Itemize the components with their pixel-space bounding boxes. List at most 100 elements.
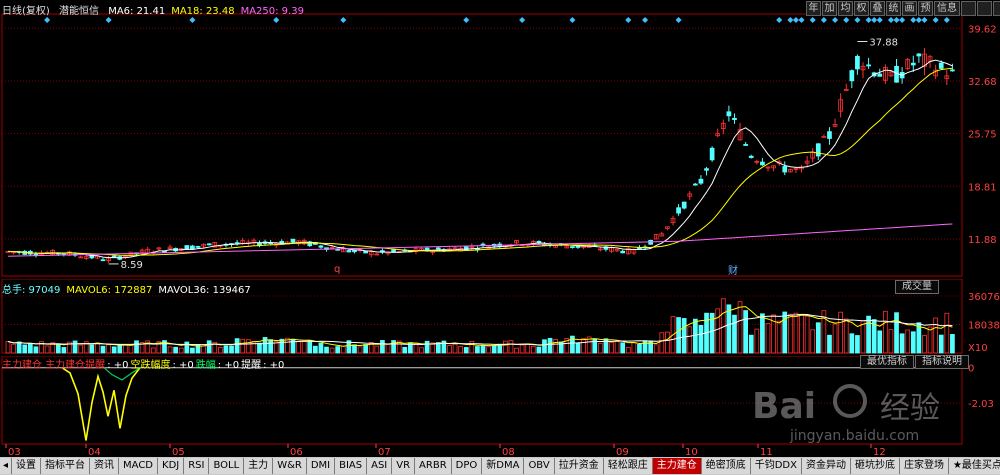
volume-bar bbox=[765, 323, 771, 354]
candle-body bbox=[564, 245, 570, 249]
toolbar-button-2[interactable]: 均 bbox=[838, 1, 853, 16]
stock-name[interactable]: 潜能恒信 bbox=[59, 6, 99, 17]
signal-diamond bbox=[44, 17, 51, 23]
signal-diamond bbox=[876, 17, 883, 23]
volume-panel: 总手: 97049 MAVOL6: 172887 MAVOL36: 139467 成… bbox=[0, 279, 1000, 356]
volume-bar bbox=[743, 310, 749, 354]
toolbar-button-4[interactable]: 叠 bbox=[870, 1, 885, 16]
price-annotation: 37.88 bbox=[869, 37, 898, 48]
volume-bar bbox=[357, 346, 363, 354]
indicator-legend-item-1: : +0 bbox=[107, 360, 129, 371]
tab-22[interactable]: 资金异动 bbox=[801, 458, 851, 474]
candle-body bbox=[665, 226, 670, 229]
candle-body bbox=[944, 75, 950, 80]
toolbar-button-8[interactable]: 信息 bbox=[934, 1, 960, 16]
price-chart[interactable]: 39.62 32.68 25.75 18.81 11.88 37.88 8.59 q 财 bbox=[0, 0, 1000, 279]
candle-body bbox=[368, 251, 374, 256]
toolbar-button-7[interactable]: 预 bbox=[918, 1, 933, 16]
tab-5[interactable]: RSI bbox=[184, 458, 210, 474]
tab-4[interactable]: KDJ bbox=[158, 458, 185, 474]
mavol6-line bbox=[7, 306, 953, 347]
volume-bar bbox=[234, 338, 240, 354]
tab-1[interactable]: 指标平台 bbox=[41, 458, 91, 474]
candle-body bbox=[743, 144, 749, 146]
volume-bar bbox=[435, 342, 441, 354]
toolbar-button-6[interactable]: 画 bbox=[902, 1, 917, 16]
volume-bar bbox=[614, 341, 620, 354]
tab-19[interactable]: 主力建仓 bbox=[652, 458, 702, 474]
toolbar-button-1[interactable]: 加 bbox=[822, 1, 837, 16]
tab-11[interactable]: ASI bbox=[367, 458, 393, 474]
volume-bar bbox=[318, 342, 324, 354]
tab-16[interactable]: OBV bbox=[524, 458, 555, 474]
indicator-chart[interactable]: 0 -2.03 03 04 05 06 07 08 09 10 11 12 Bai 经验 jingyan.b… bbox=[0, 356, 1000, 457]
volume-bar bbox=[173, 346, 179, 354]
tab-0[interactable]: 设置 bbox=[12, 458, 42, 474]
toolbar-button-9[interactable] bbox=[961, 1, 976, 16]
volume-bar bbox=[33, 346, 39, 354]
tab-21[interactable]: 千钧DDX bbox=[750, 458, 802, 474]
volume-bar bbox=[793, 312, 799, 354]
tab-13[interactable]: ARBR bbox=[415, 458, 452, 474]
toolbar-button-10[interactable] bbox=[977, 1, 992, 16]
volume-bar bbox=[22, 344, 28, 354]
tab-2[interactable]: 资讯 bbox=[90, 458, 120, 474]
price-y-tick: 39.62 bbox=[968, 24, 997, 35]
volume-bar bbox=[44, 345, 50, 354]
tab-14[interactable]: DPO bbox=[451, 458, 483, 474]
toolbar-button-11[interactable] bbox=[993, 1, 1000, 16]
tab-25[interactable]: ★最佳买点★ bbox=[948, 458, 1000, 474]
indicator-help-button[interactable]: 指标说明 bbox=[915, 355, 969, 369]
volume-bar bbox=[827, 334, 832, 354]
tabs-scroll-left[interactable]: ◂ bbox=[0, 458, 13, 474]
tab-18[interactable]: 轻松跟庄 bbox=[603, 458, 653, 474]
tab-24[interactable]: 庄家登场 bbox=[899, 458, 949, 474]
candle-body bbox=[821, 135, 827, 138]
toolbar-button-3[interactable]: 权 bbox=[854, 1, 869, 16]
best-indicator-button[interactable]: 最优指标 bbox=[860, 355, 914, 369]
volume-bars bbox=[5, 298, 955, 354]
tab-15[interactable]: 新DMA bbox=[482, 458, 525, 474]
volume-chart[interactable]: 36076 18038 X10 bbox=[0, 279, 1000, 356]
toolbar-button-5[interactable]: 统 bbox=[886, 1, 901, 16]
volume-bar bbox=[491, 345, 497, 354]
tab-7[interactable]: 主力 bbox=[244, 458, 274, 474]
tab-17[interactable]: 拉升资金 bbox=[554, 458, 604, 474]
x-month-label: 04 bbox=[88, 447, 101, 457]
candle-body bbox=[827, 131, 832, 139]
volume-bar bbox=[61, 347, 67, 354]
tab-10[interactable]: BIAS bbox=[335, 458, 368, 474]
candle-body bbox=[100, 259, 106, 262]
volume-bar bbox=[385, 344, 391, 354]
candle-body bbox=[726, 111, 732, 117]
volume-bar bbox=[681, 318, 687, 354]
candle-body bbox=[212, 241, 218, 248]
candle-body bbox=[715, 133, 721, 137]
volume-bar bbox=[894, 312, 899, 354]
tab-20[interactable]: 绝密顶底 bbox=[701, 458, 751, 474]
volume-bar bbox=[938, 334, 944, 354]
candle-body bbox=[732, 117, 737, 121]
volume-select-button[interactable]: 成交量 bbox=[895, 280, 939, 294]
volume-bar bbox=[424, 340, 430, 354]
candle-body bbox=[676, 207, 681, 214]
volume-bar bbox=[223, 345, 229, 354]
volume-bar bbox=[122, 344, 128, 354]
tab-8[interactable]: W&R bbox=[273, 458, 307, 474]
volume-bar bbox=[190, 347, 195, 354]
candle-body bbox=[167, 246, 173, 250]
indicator-legend-item-0: 主力建仓 主力建仓提醒 bbox=[2, 360, 106, 371]
tab-6[interactable]: BOLL bbox=[209, 458, 245, 474]
candle-body bbox=[843, 88, 849, 91]
watermark-url: jingyan.baidu.com bbox=[789, 428, 919, 444]
volume-bar bbox=[592, 338, 598, 354]
tab-9[interactable]: DMI bbox=[306, 458, 336, 474]
tab-23[interactable]: 砸坑抄底 bbox=[850, 458, 900, 474]
volume-bar bbox=[89, 344, 95, 354]
candle-body bbox=[950, 69, 955, 72]
tab-12[interactable]: VR bbox=[392, 458, 416, 474]
tab-3[interactable]: MACD bbox=[119, 458, 159, 474]
dip-amplitude-line bbox=[61, 367, 141, 441]
toolbar-button-0[interactable]: 年 bbox=[806, 1, 821, 16]
volume-legend-item-1: MAVOL6: 172887 bbox=[66, 285, 153, 296]
